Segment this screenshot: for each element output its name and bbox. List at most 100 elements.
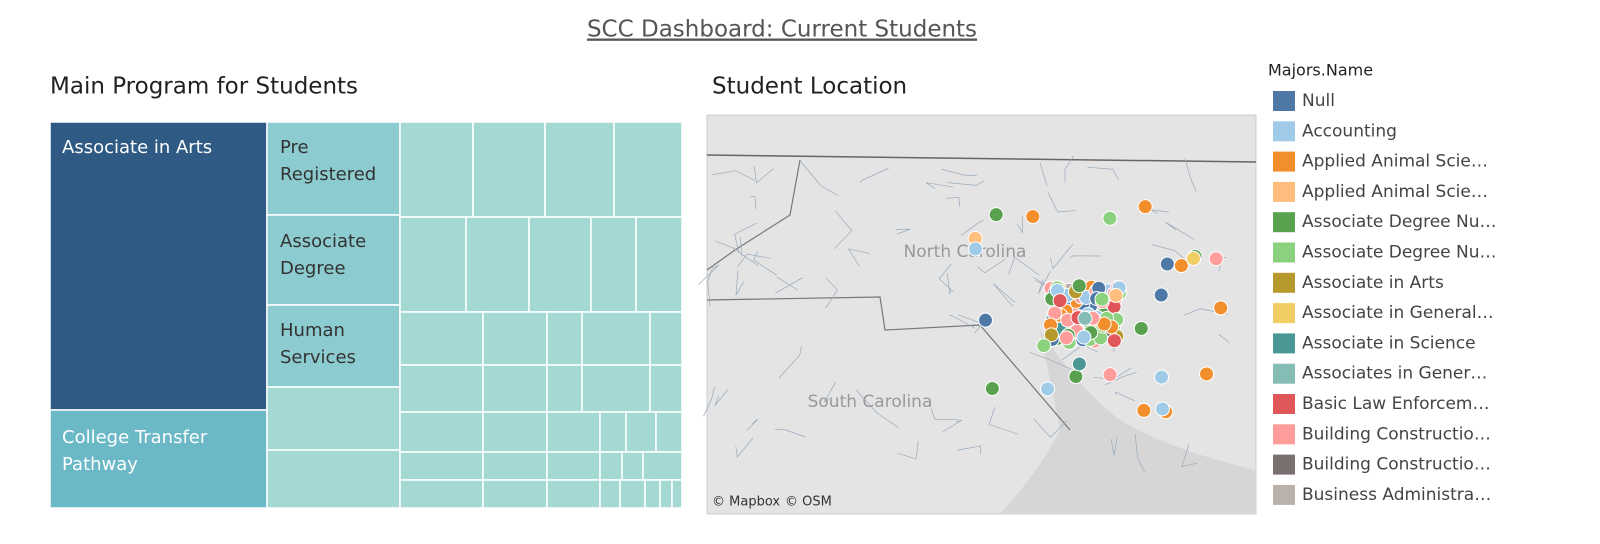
legend-swatch [1273, 424, 1295, 445]
treemap-cell [399, 311, 484, 366]
county-border [945, 197, 961, 208]
legend-swatch [1273, 363, 1295, 384]
location-point [1136, 402, 1152, 418]
county-border [1029, 352, 1079, 373]
location-point [967, 241, 983, 257]
treemap-cell [644, 479, 661, 509]
treemap-cell [399, 411, 484, 453]
dashboard-title: SCC Dashboard: Current Students [587, 17, 977, 43]
legend-label: Accounting [1302, 121, 1397, 141]
location-point [984, 381, 1000, 397]
location-point [1058, 330, 1074, 346]
treemap-cell [465, 216, 530, 313]
treemap-label: Pre Registered [280, 137, 376, 185]
legend-label: Business Administra… [1302, 485, 1491, 505]
legend-swatch [1273, 333, 1295, 354]
county-border [1114, 391, 1135, 402]
treemap-cell [635, 216, 683, 313]
location-point [1102, 210, 1118, 226]
location-point [1068, 369, 1084, 385]
county-border [1008, 256, 1040, 276]
county-border [707, 265, 714, 307]
legend-title: Majors.Name [1268, 61, 1373, 80]
county-border [1104, 372, 1137, 386]
county-border [941, 168, 977, 176]
treemap-label: Associate Degree [280, 231, 366, 279]
county-border [942, 419, 962, 433]
county-border [1134, 434, 1145, 473]
state-border [706, 296, 1071, 431]
county-border [737, 253, 771, 267]
county-border [825, 277, 838, 309]
location-point [1025, 209, 1041, 225]
treemap-cell [659, 479, 673, 509]
treemap-cell [581, 364, 651, 413]
treemap-cell [266, 449, 401, 509]
state-border [706, 159, 801, 271]
county-border [703, 386, 715, 417]
county-border [976, 258, 1006, 274]
treemap-label: College Transfer Pathway [62, 427, 208, 475]
county-border [1087, 166, 1120, 181]
county-border [698, 264, 720, 285]
county-border [750, 196, 757, 209]
treemap-cell [599, 479, 621, 509]
location-point [1106, 333, 1122, 349]
county-border [753, 166, 774, 184]
location-point [1137, 199, 1153, 215]
location-point [1154, 369, 1170, 385]
county-border [735, 437, 754, 458]
location-point [1040, 381, 1056, 397]
legend-swatch [1273, 242, 1295, 263]
treemap-cell [546, 451, 601, 481]
legend-label: Associates in Gener… [1302, 364, 1487, 384]
treemap-cell [482, 311, 548, 366]
legend-label: Associate in Arts [1302, 273, 1444, 293]
treemap-cell [482, 411, 548, 453]
county-border [1049, 244, 1074, 270]
location-point [1077, 310, 1093, 326]
county-border [947, 273, 952, 295]
treemap-cell [482, 479, 548, 509]
county-border [734, 222, 757, 254]
treemap: Associate in Arts College Transfer Pathway… [49, 121, 683, 509]
county-border [1165, 221, 1195, 240]
county-border [753, 251, 777, 276]
county-border [1181, 444, 1198, 468]
county-border [1064, 155, 1074, 183]
treemap-title: Main Program for Students [50, 74, 358, 100]
treemap-label: Associate in Arts [62, 137, 212, 158]
map-attribution: © OSM [785, 495, 832, 510]
legend-label: Associate in Science [1302, 333, 1476, 353]
county-border [746, 418, 759, 431]
county-border [776, 276, 799, 291]
treemap-cell [671, 479, 683, 509]
treemap-cell [649, 364, 683, 413]
treemap-cell [655, 411, 683, 453]
treemap-cell [49, 409, 268, 509]
county-border [947, 180, 984, 186]
location-point [1173, 258, 1189, 274]
county-border [778, 346, 802, 379]
county-border [735, 270, 745, 296]
treemap-cell [266, 386, 401, 451]
location-point [1071, 278, 1087, 294]
treemap-cell [619, 479, 646, 509]
county-border [897, 440, 919, 460]
treemap-cell [528, 216, 592, 313]
legend-swatch [1273, 272, 1295, 293]
treemap-cell [399, 216, 467, 313]
county-border [1047, 192, 1076, 213]
county-border [799, 160, 839, 196]
legend-label: Associate Degree Nu… [1302, 243, 1497, 263]
legend-swatch [1273, 212, 1295, 233]
county-border [925, 182, 954, 189]
treemap-cell [266, 121, 401, 216]
treemap-cell [546, 364, 583, 413]
treemap-cell [49, 121, 268, 411]
treemap-cell [266, 304, 401, 388]
location-point [1071, 356, 1087, 372]
treemap-cell [590, 216, 637, 313]
treemap-cell [399, 121, 474, 218]
location-point [1208, 251, 1224, 267]
